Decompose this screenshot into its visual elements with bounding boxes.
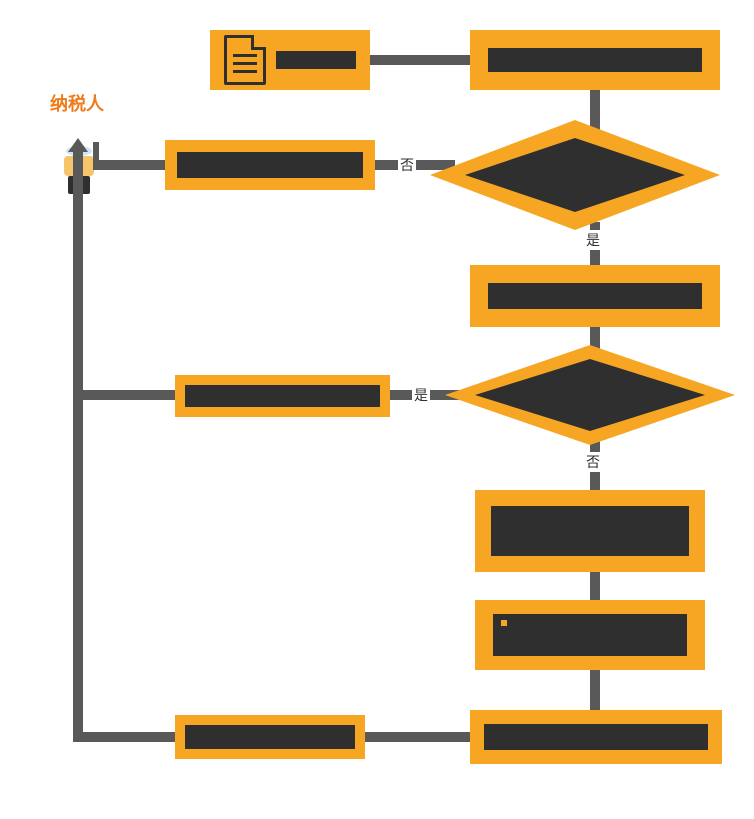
edge: [370, 55, 470, 65]
edge: [78, 390, 178, 400]
edge: [590, 668, 600, 714]
edge-spine: [73, 150, 83, 742]
node-r4: [475, 600, 705, 670]
node-end: [175, 715, 365, 759]
flowchart-stage: 纳税人 否 是 是 否: [0, 0, 754, 819]
edge: [73, 732, 178, 742]
edge: [95, 160, 167, 170]
arrowhead-icon: [68, 138, 88, 152]
edge-label-yes-2: 是: [412, 385, 430, 405]
node-left-2: [175, 375, 390, 417]
node-left-1: [165, 140, 375, 190]
node-r1: [470, 30, 720, 90]
header-taxpayer-label: 纳税人: [50, 90, 104, 116]
node-d2-diamond: [445, 345, 735, 445]
edge: [590, 570, 600, 604]
node-label: [276, 51, 356, 69]
node-start-document: [210, 30, 370, 90]
edge: [365, 732, 475, 742]
node-r3: [475, 490, 705, 572]
edge-label-yes-1: 是: [584, 230, 602, 250]
document-icon: [224, 35, 266, 85]
edge: [93, 142, 99, 170]
node-d1-diamond: [430, 120, 720, 230]
edge-label-no-1: 否: [398, 155, 416, 175]
node-r2: [470, 265, 720, 327]
edge-label-no-2: 否: [584, 452, 602, 472]
node-r5: [470, 710, 722, 764]
